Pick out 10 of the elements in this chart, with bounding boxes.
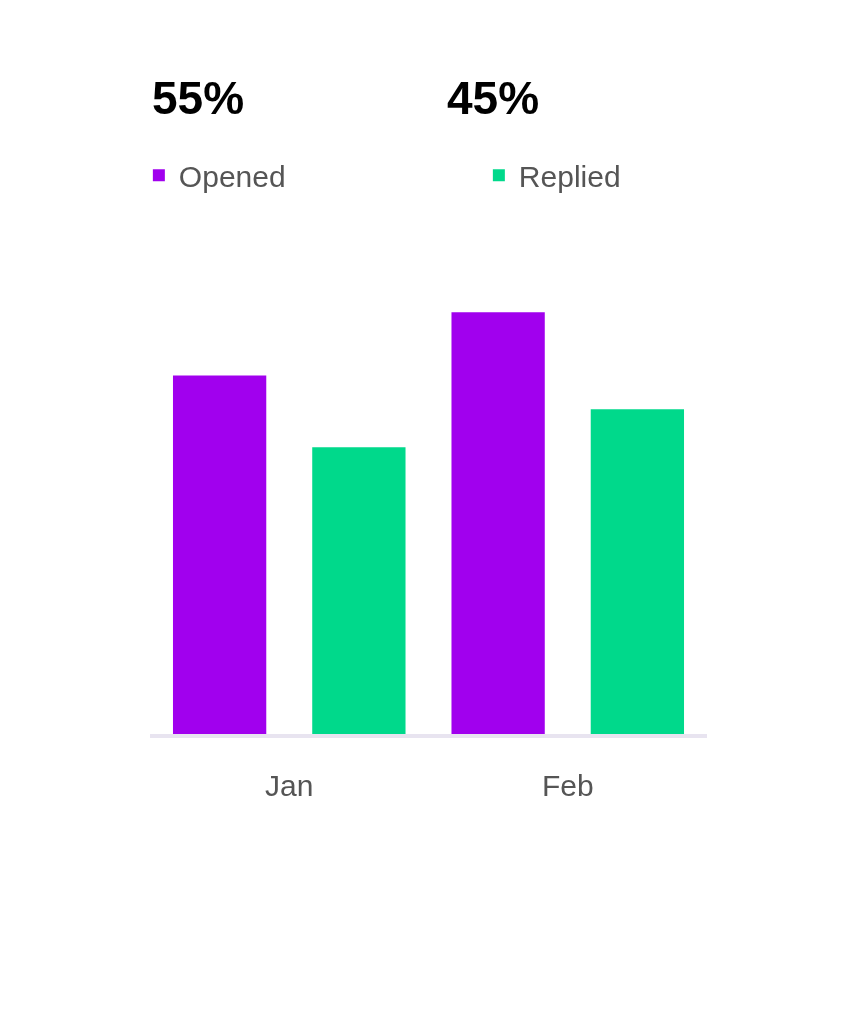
bar	[590, 409, 685, 734]
bar	[451, 312, 545, 734]
legend-label: Opened	[178, 159, 286, 193]
text: 45%	[447, 72, 540, 124]
x-tick-label: Feb	[541, 769, 594, 802]
legend-label: Replied	[518, 159, 621, 193]
bar	[172, 375, 267, 734]
bar	[312, 447, 406, 734]
x-tick-label: Jan	[265, 769, 314, 802]
text: 55%	[152, 72, 245, 124]
